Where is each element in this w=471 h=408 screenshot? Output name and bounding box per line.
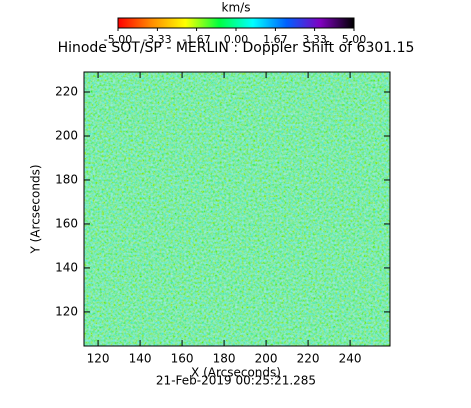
y-tick-label: 160 <box>55 216 78 230</box>
x-tick-label: 160 <box>171 352 194 366</box>
x-axis-label: X (Arcseconds) <box>191 366 281 380</box>
y-tick-label: 180 <box>55 172 78 186</box>
x-tick-label: 220 <box>297 352 320 366</box>
x-tick-label: 140 <box>129 352 152 366</box>
y-tick-label: 140 <box>55 260 78 274</box>
x-tick-label: 180 <box>213 352 236 366</box>
colorbar-tick-label: 5.00 <box>342 33 367 46</box>
y-axis-label: Y (Arcseconds) <box>29 164 43 254</box>
x-tick-label: 120 <box>87 352 110 366</box>
colorbar-tick-label: -5.00 <box>104 33 132 46</box>
y-tick-label: 120 <box>55 304 78 318</box>
colorbar-tick-label: -1.67 <box>182 33 210 46</box>
colorbar-tick-label: -3.33 <box>143 33 171 46</box>
y-tick-label: 220 <box>55 85 78 99</box>
chart-title: Hinode SOT/SP - MERLIN : Doppler Shift o… <box>58 40 415 56</box>
colorbar-tick-label: 0.00 <box>224 33 249 46</box>
x-tick-label: 240 <box>339 352 362 366</box>
x-tick-label: 200 <box>255 352 278 366</box>
y-tick-label: 200 <box>55 128 78 142</box>
footer-date: 21-Feb-2019 00:25:21.285 <box>156 374 316 388</box>
colorbar-label: km/s <box>222 1 251 15</box>
colorbar <box>117 17 355 29</box>
colorbar-tick-label: 3.33 <box>302 33 327 46</box>
map-texture <box>84 72 390 346</box>
plot-frame <box>83 71 391 347</box>
colorbar-tick-label: 1.67 <box>263 33 288 46</box>
